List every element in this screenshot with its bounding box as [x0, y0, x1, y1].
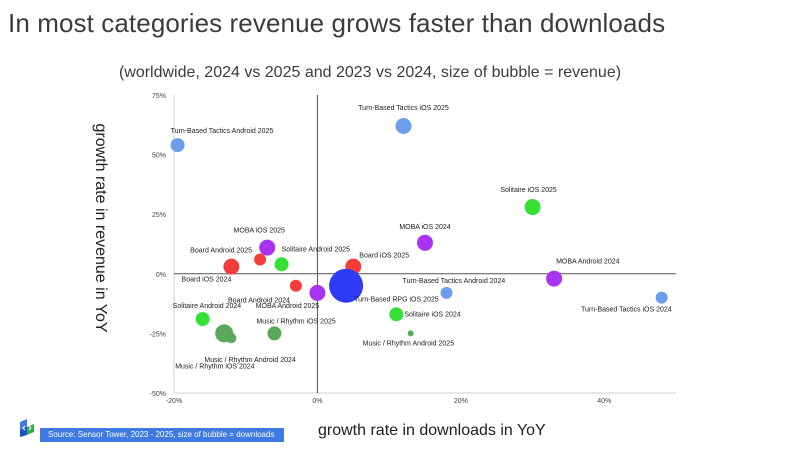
- bubble-moba-ios-2024: [417, 234, 433, 251]
- chart-bubbles: [170, 117, 668, 344]
- bubble-label-board-android-2024: Board Android 2024: [228, 298, 290, 305]
- bubble-moba-android-2024: [546, 270, 563, 287]
- bubble-label-board-ios-2024: Board iOS 2024: [182, 277, 232, 284]
- source-note: Source: Sensor Tower, 2023 - 2025, size …: [40, 428, 284, 442]
- bubble-board-ios-2024: [223, 258, 240, 275]
- y-tick-label: -25%: [150, 331, 166, 338]
- bubble-music-rhythm-android-2024: [226, 333, 237, 344]
- chart-subtitle: (worldwide, 2024 vs 2025 and 2023 vs 202…: [118, 64, 622, 81]
- bubble-label-solitaire-android-2024: Solitaire Android 2024: [173, 303, 242, 310]
- bubble-label-moba-android-2024: MOBA Android 2024: [556, 259, 620, 266]
- bubble-turn-based-tactics-android-2024: [440, 286, 453, 299]
- bubble-moba-ios-2025: [259, 239, 276, 256]
- bubble-solitaire-android-2025: [274, 257, 289, 272]
- bubble-label-board-ios-2025: Board iOS 2025: [359, 253, 409, 260]
- bubble-turn-based-tactics-android-2025: [170, 138, 185, 153]
- bubble-music-rhythm-android-2025: [407, 330, 414, 337]
- bubble-label-board-android-2025: Board Android 2025: [190, 247, 252, 254]
- bubble-label-music-rhythm-ios-2025: Music / Rhythm iOS 2025: [256, 318, 335, 325]
- x-tick-label: 20%: [454, 398, 468, 405]
- page-title: In most categories revenue grows faster …: [8, 8, 666, 38]
- bubble-moba-android-2025: [309, 284, 326, 301]
- bubble-turn-based-rpg-ios-2025: [329, 268, 364, 303]
- x-tick-label: -20%: [166, 398, 182, 405]
- chart-point-labels: Turn-Based Tactics iOS 2025 Turn-Based Ta…: [171, 105, 672, 370]
- bubble-label-music-rhythm-android-2024: Music / Rhythm Android 2024: [204, 357, 296, 364]
- bubble-label-turn-based-tactics-android-2025: Turn-Based Tactics Android 2025: [171, 128, 274, 135]
- bubble-label-moba-ios-2024: MOBA iOS 2024: [399, 224, 450, 231]
- bubble-solitaire-ios-2024: [389, 307, 404, 322]
- bubble-turn-based-tactics-ios-2025: [395, 117, 412, 134]
- bubble-label-moba-android-2025: MOBA Android 2025: [256, 303, 320, 310]
- bubble-turn-based-tactics-ios-2024: [655, 291, 668, 304]
- bubble-label-solitaire-ios-2025: Solitaire iOS 2025: [500, 187, 557, 194]
- y-tick-label: 50%: [152, 153, 166, 160]
- x-tick-label: 40%: [597, 398, 611, 405]
- bubble-music-rhythm-ios-2025: [267, 326, 282, 341]
- bubble-label-music-rhythm-ios-2024: Music / Rhythm iOS 2024: [175, 363, 254, 370]
- bubble-label-music-rhythm-android-2025: Music / Rhythm Android 2025: [363, 340, 455, 347]
- bubble-label-solitaire-ios-2024: Solitaire iOS 2024: [404, 311, 461, 318]
- bubble-solitaire-android-2024: [195, 312, 210, 327]
- bubble-label-solitaire-android-2025: Solitaire Android 2025: [282, 246, 351, 253]
- y-tick-label: -50%: [150, 391, 166, 398]
- bubble-label-turn-based-rpg-ios-2025: Turn-Based RPG iOS 2025: [354, 297, 439, 304]
- bubble-board-android-2025: [254, 253, 267, 266]
- bubble-label-moba-ios-2025: MOBA iOS 2025: [234, 228, 285, 235]
- bubble-label-turn-based-tactics-ios-2025: Turn-Based Tactics iOS 2025: [358, 105, 449, 112]
- bubble-board-android-2024: [289, 279, 302, 292]
- bubble-label-turn-based-tactics-android-2024: Turn-Based Tactics Android 2024: [403, 278, 506, 285]
- sensor-tower-logo-icon: [20, 419, 34, 437]
- y-tick-label: 75%: [152, 93, 166, 100]
- y-tick-label: 0%: [156, 272, 166, 279]
- bubble-solitaire-ios-2025: [524, 199, 541, 216]
- x-tick-label: 0%: [312, 398, 322, 405]
- y-tick-label: 25%: [152, 212, 166, 219]
- x-axis-label: growth rate in downloads in YoY: [318, 422, 546, 439]
- chart-tick-labels: 75% 50% 25% 0% -25% -50%-20% 0% 20% 40%: [150, 93, 612, 405]
- bubble-label-turn-based-tactics-ios-2024: Turn-Based Tactics iOS 2024: [581, 307, 672, 314]
